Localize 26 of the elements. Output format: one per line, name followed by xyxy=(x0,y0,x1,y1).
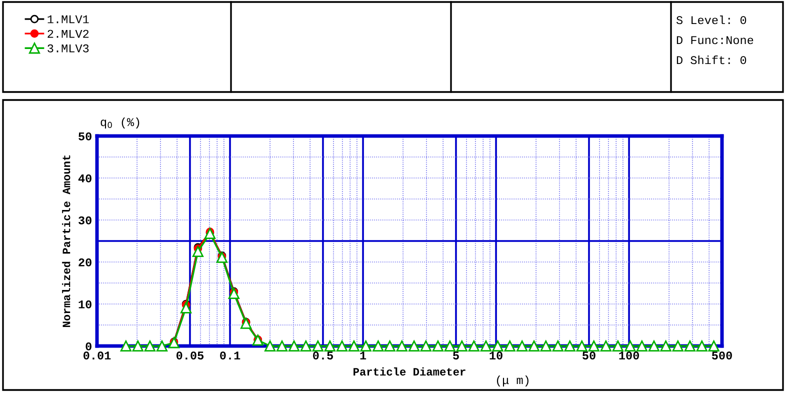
y-tick-label: 0 xyxy=(86,342,92,350)
y-tick-label: 40 xyxy=(78,174,92,182)
y-tick-label: 30 xyxy=(78,216,92,224)
y-tick-label: 20 xyxy=(78,258,92,266)
legend-label: 3.MLV3 xyxy=(48,44,89,52)
x-tick-label: 0.01 xyxy=(84,352,111,360)
text: (μ m) xyxy=(496,375,528,387)
legend-label: 2.MLV2 xyxy=(48,30,89,38)
x-tick-label: 500 xyxy=(712,352,732,360)
y-tick-label: 10 xyxy=(78,300,92,308)
x-tick-label: 1 xyxy=(360,352,366,360)
x-tick-label: 10 xyxy=(490,352,502,360)
x-axis-title: Particle Diameter xyxy=(354,367,466,376)
x-tick-label: 0.05 xyxy=(176,352,204,360)
x-tick-label: 0.1 xyxy=(220,352,240,360)
y-axis-title: Normalized Particle Amount xyxy=(62,155,70,327)
legend-label: 1.MLV1 xyxy=(48,15,89,24)
x-tick-label: 5 xyxy=(453,352,459,360)
text: D Shift: 0 xyxy=(676,56,746,64)
x-tick-label: 0.5 xyxy=(313,352,333,360)
x-tick-label: 100 xyxy=(619,352,639,360)
text: q$_{0}$ (%) xyxy=(100,117,140,128)
text: D Func:None xyxy=(676,36,754,44)
y-tick-label: 50 xyxy=(78,132,92,140)
text: S Level: 0 xyxy=(676,16,746,24)
x-tick-label: 50 xyxy=(582,352,596,360)
